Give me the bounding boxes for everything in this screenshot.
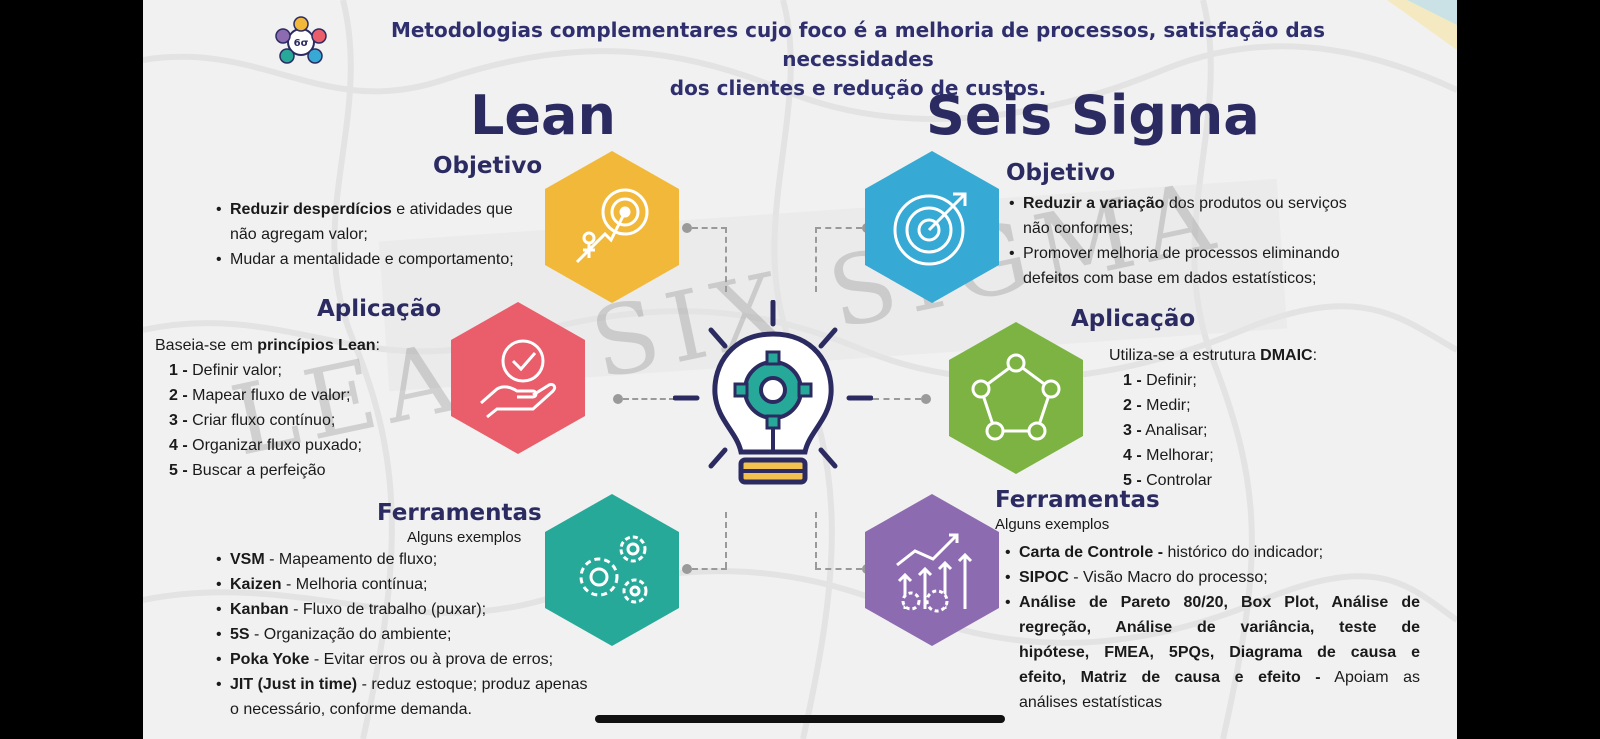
list-item: 1 - Definir valor; [169, 362, 282, 379]
list-item: Mudar a mentalidade e comportamento; [216, 247, 544, 272]
connector-dot [921, 394, 931, 404]
heading-line-2: dos clientes e redução de custos. [669, 76, 1047, 100]
sigma-aplicacao-title: Aplicação [1071, 306, 1196, 332]
list-item: Poka Yoke - Evitar erros ou à prova de e… [216, 647, 656, 672]
lightbulb-gear-icon [672, 299, 874, 505]
connector-line [725, 512, 727, 568]
list-item: 4 - Melhorar; [1123, 447, 1214, 464]
lean-aplicacao-title: Aplicação [317, 296, 442, 322]
sigma-aplicacao-intro: Utiliza-se a estrutura DMAIC: [1109, 347, 1318, 364]
lean-ferramentas-subtitle: Alguns exemplos [407, 529, 522, 546]
lean-ferramentas-list: VSM - Mapeamento de fluxo; Kaizen - Melh… [216, 547, 656, 722]
growth-chart-icon [896, 533, 973, 613]
list-item: 2 - Mapear fluxo de valor; [169, 387, 351, 404]
connector-dot [682, 223, 692, 233]
sigma-aplicacao-steps: 1 - Definir; 2 - Medir; 3 - Analisar; 4 … [1123, 368, 1214, 493]
target-icon [893, 192, 967, 266]
list-item: Carta de Controle - histórico do indicad… [1005, 540, 1420, 565]
connector-line [692, 568, 727, 570]
lean-objetivo-list: Reduzir desperdícios e atividades quenão… [216, 197, 544, 272]
corner-decoration [1387, 0, 1457, 50]
lean-aplicacao-steps: 1 - Definir valor; 2 - Mapear fluxo de v… [169, 358, 362, 483]
sigma-title: Seis Sigma [926, 84, 1260, 147]
sigma-objetivo-title: Objetivo [1006, 160, 1116, 186]
gears-icon [579, 535, 648, 604]
list-item: Kanban - Fluxo de trabalho (puxar); [216, 597, 656, 622]
connector-line [692, 227, 727, 229]
list-item: 3 - Analisar; [1123, 422, 1208, 439]
list-item: 5 - Controlar [1123, 472, 1212, 489]
list-item: Promover melhoria de processos eliminand… [1009, 241, 1393, 291]
connector-line [873, 398, 921, 400]
connector-line [815, 227, 817, 292]
connector-line [815, 227, 862, 229]
list-item: 3 - Criar fluxo contínuo; [169, 412, 336, 429]
list-item: VSM - Mapeamento de fluxo; [216, 547, 656, 572]
connector-line [623, 398, 675, 400]
heading-line-1: Metodologias complementares cujo foco é … [390, 18, 1326, 71]
pentagon-network-icon [971, 353, 1061, 441]
page-heading: Metodologias complementares cujo foco é … [323, 16, 1393, 103]
list-item: Kaizen - Melhoria contínua; [216, 572, 656, 597]
infographic: LEAN SIX SIGMA 6σ Metodologias complemen… [143, 0, 1457, 739]
list-item: Reduzir a variação dos produtos ou servi… [1009, 191, 1393, 241]
sigma-ferramentas-list: Carta de Controle - histórico do indicad… [1005, 540, 1420, 715]
list-item: JIT (Just in time) - reduz estoque; prod… [216, 672, 656, 722]
home-indicator[interactable] [595, 715, 1005, 723]
list-item: 2 - Medir; [1123, 397, 1191, 414]
connector-line [725, 227, 727, 292]
connector-dot [682, 564, 692, 574]
list-item: 1 - Definir; [1123, 372, 1197, 389]
target-arrow-icon [575, 188, 649, 264]
list-item: 5 - Buscar a perfeição [169, 462, 326, 479]
list-item: Reduzir desperdícios e atividades quenão… [216, 197, 544, 247]
lean-aplicacao-intro: Baseia-se em princípios Lean: [155, 337, 380, 354]
sigma-ferramentas-subtitle: Alguns exemplos [995, 516, 1110, 533]
lean-title: Lean [470, 84, 616, 147]
list-item: 5S - Organização do ambiente; [216, 622, 656, 647]
connector-dot [613, 394, 623, 404]
logo-label: 6σ [294, 38, 309, 49]
lean-objetivo-title: Objetivo [433, 153, 543, 179]
list-item: 4 - Organizar fluxo puxado; [169, 437, 362, 454]
hand-check-icon [480, 339, 557, 419]
list-item: SIPOC - Visão Macro do processo; [1005, 565, 1420, 590]
sigma-ferramentas-title: Ferramentas [995, 487, 1160, 513]
six-sigma-logo: 6σ [275, 16, 327, 68]
connector-line [815, 568, 862, 570]
sigma-objetivo-list: Reduzir a variação dos produtos ou servi… [1009, 191, 1393, 291]
connector-line [815, 512, 817, 568]
lean-ferramentas-title: Ferramentas [377, 500, 542, 526]
list-item: Análise de Pareto 80/20, Box Plot, Análi… [1005, 590, 1420, 715]
